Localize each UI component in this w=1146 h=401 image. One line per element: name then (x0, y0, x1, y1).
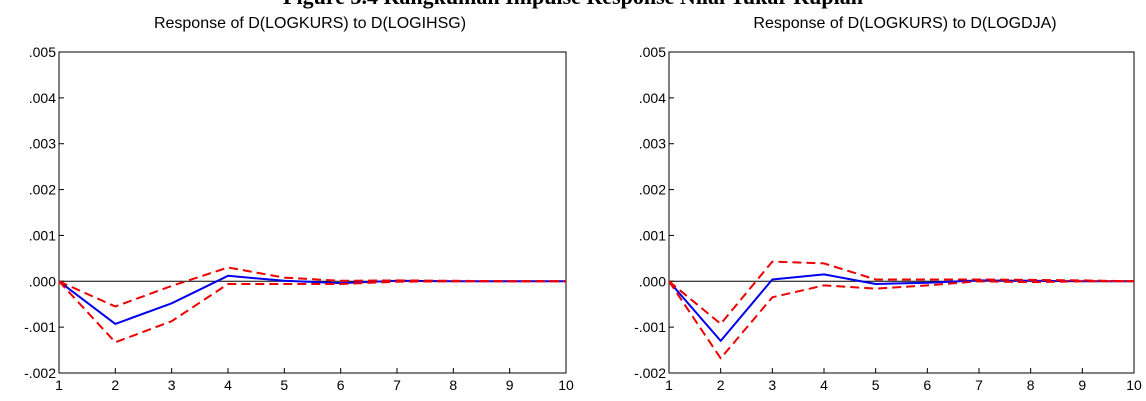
x-tick-label: 5 (280, 377, 288, 393)
x-tick-label: 6 (337, 377, 345, 393)
x-tick-label: 4 (224, 377, 232, 393)
y-tick-label: .000 (29, 273, 56, 289)
chart-title: Response of D(LOGKURS) to D(LOGDJA) (753, 15, 1056, 32)
y-tick-label: -.001 (634, 319, 666, 335)
y-tick-label: -.002 (24, 365, 56, 381)
x-tick-label: 7 (975, 377, 983, 393)
chart-title: Response of D(LOGKURS) to D(LOGIHSG) (154, 15, 466, 32)
upper-band-line (668, 260, 1135, 325)
x-tick-label: 7 (393, 377, 401, 393)
y-tick-label: .003 (639, 136, 666, 152)
y-tick-label: .002 (639, 182, 666, 198)
x-tick-label: 10 (1126, 377, 1142, 393)
x-tick-label: 1 (665, 377, 673, 393)
upper-band-line (58, 266, 566, 308)
x-tick-label: 10 (558, 377, 574, 393)
y-tick-label: .004 (639, 90, 666, 106)
x-tick-label: 4 (820, 377, 828, 393)
plot-frame (58, 51, 567, 374)
response-line (668, 273, 1134, 342)
lower-band-line (668, 280, 1134, 360)
y-tick-label: .001 (639, 227, 666, 243)
x-tick-label: 1 (55, 377, 63, 393)
x-tick-label: 6 (923, 377, 931, 393)
y-tick-label: .004 (29, 90, 56, 106)
y-tick-label: .003 (29, 136, 56, 152)
x-tick-label: 8 (449, 377, 457, 393)
y-tick-label: -.001 (24, 319, 56, 335)
x-tick-label: 2 (111, 377, 119, 393)
x-tick-label: 3 (168, 377, 176, 393)
y-tick-label: .000 (639, 273, 666, 289)
x-tick-label: 5 (872, 377, 880, 393)
y-tick-label: .005 (29, 44, 56, 60)
plot-frame (668, 51, 1135, 374)
x-tick-label: 9 (506, 377, 514, 393)
x-tick-label: 9 (1078, 377, 1086, 393)
x-tick-label: 3 (768, 377, 776, 393)
x-tick-label: 2 (717, 377, 725, 393)
y-tick-label: -.002 (634, 365, 666, 381)
x-tick-label: 8 (1027, 377, 1035, 393)
lower-band-line (58, 280, 566, 344)
figure-caption: Figure 3.4 Rangkuman Impulse Response Ni… (0, 0, 1146, 10)
y-tick-label: .005 (639, 44, 666, 60)
y-tick-label: .001 (29, 227, 56, 243)
y-tick-label: .002 (29, 182, 56, 198)
